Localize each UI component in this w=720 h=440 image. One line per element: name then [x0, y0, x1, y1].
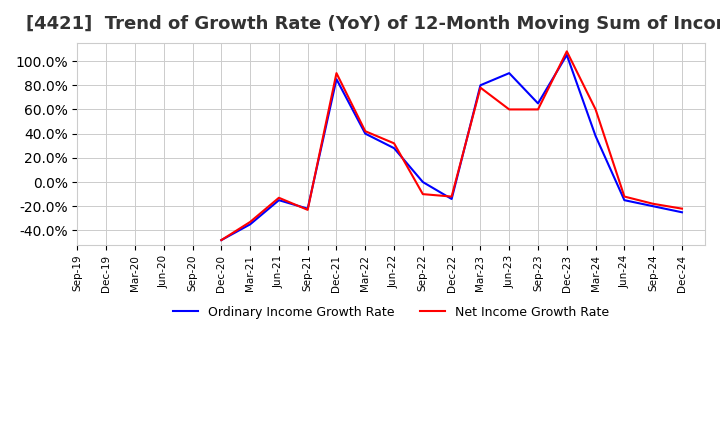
Net Income Growth Rate	[303, 207, 312, 213]
Ordinary Income Growth Rate	[418, 180, 427, 185]
Ordinary Income Growth Rate	[591, 133, 600, 139]
Net Income Growth Rate	[562, 49, 571, 54]
Ordinary Income Growth Rate	[217, 238, 225, 243]
Legend: Ordinary Income Growth Rate, Net Income Growth Rate: Ordinary Income Growth Rate, Net Income …	[168, 301, 614, 323]
Ordinary Income Growth Rate	[447, 196, 456, 202]
Line: Ordinary Income Growth Rate: Ordinary Income Growth Rate	[221, 55, 682, 240]
Net Income Growth Rate	[649, 201, 657, 206]
Net Income Growth Rate	[332, 70, 341, 76]
Net Income Growth Rate	[534, 107, 542, 112]
Net Income Growth Rate	[274, 195, 283, 200]
Ordinary Income Growth Rate	[534, 101, 542, 106]
Ordinary Income Growth Rate	[649, 204, 657, 209]
Ordinary Income Growth Rate	[274, 198, 283, 203]
Ordinary Income Growth Rate	[246, 222, 254, 227]
Ordinary Income Growth Rate	[620, 198, 629, 203]
Ordinary Income Growth Rate	[390, 146, 398, 151]
Net Income Growth Rate	[447, 194, 456, 199]
Net Income Growth Rate	[418, 191, 427, 197]
Net Income Growth Rate	[678, 206, 686, 211]
Ordinary Income Growth Rate	[303, 206, 312, 211]
Ordinary Income Growth Rate	[361, 131, 369, 136]
Ordinary Income Growth Rate	[505, 70, 513, 76]
Ordinary Income Growth Rate	[678, 209, 686, 215]
Line: Net Income Growth Rate: Net Income Growth Rate	[221, 51, 682, 240]
Net Income Growth Rate	[361, 128, 369, 134]
Net Income Growth Rate	[476, 85, 485, 90]
Net Income Growth Rate	[217, 238, 225, 243]
Ordinary Income Growth Rate	[476, 83, 485, 88]
Ordinary Income Growth Rate	[332, 77, 341, 82]
Net Income Growth Rate	[505, 107, 513, 112]
Ordinary Income Growth Rate	[562, 52, 571, 58]
Title: [4421]  Trend of Growth Rate (YoY) of 12-Month Moving Sum of Incomes: [4421] Trend of Growth Rate (YoY) of 12-…	[25, 15, 720, 33]
Net Income Growth Rate	[390, 141, 398, 146]
Net Income Growth Rate	[620, 194, 629, 199]
Net Income Growth Rate	[591, 107, 600, 112]
Net Income Growth Rate	[246, 219, 254, 224]
